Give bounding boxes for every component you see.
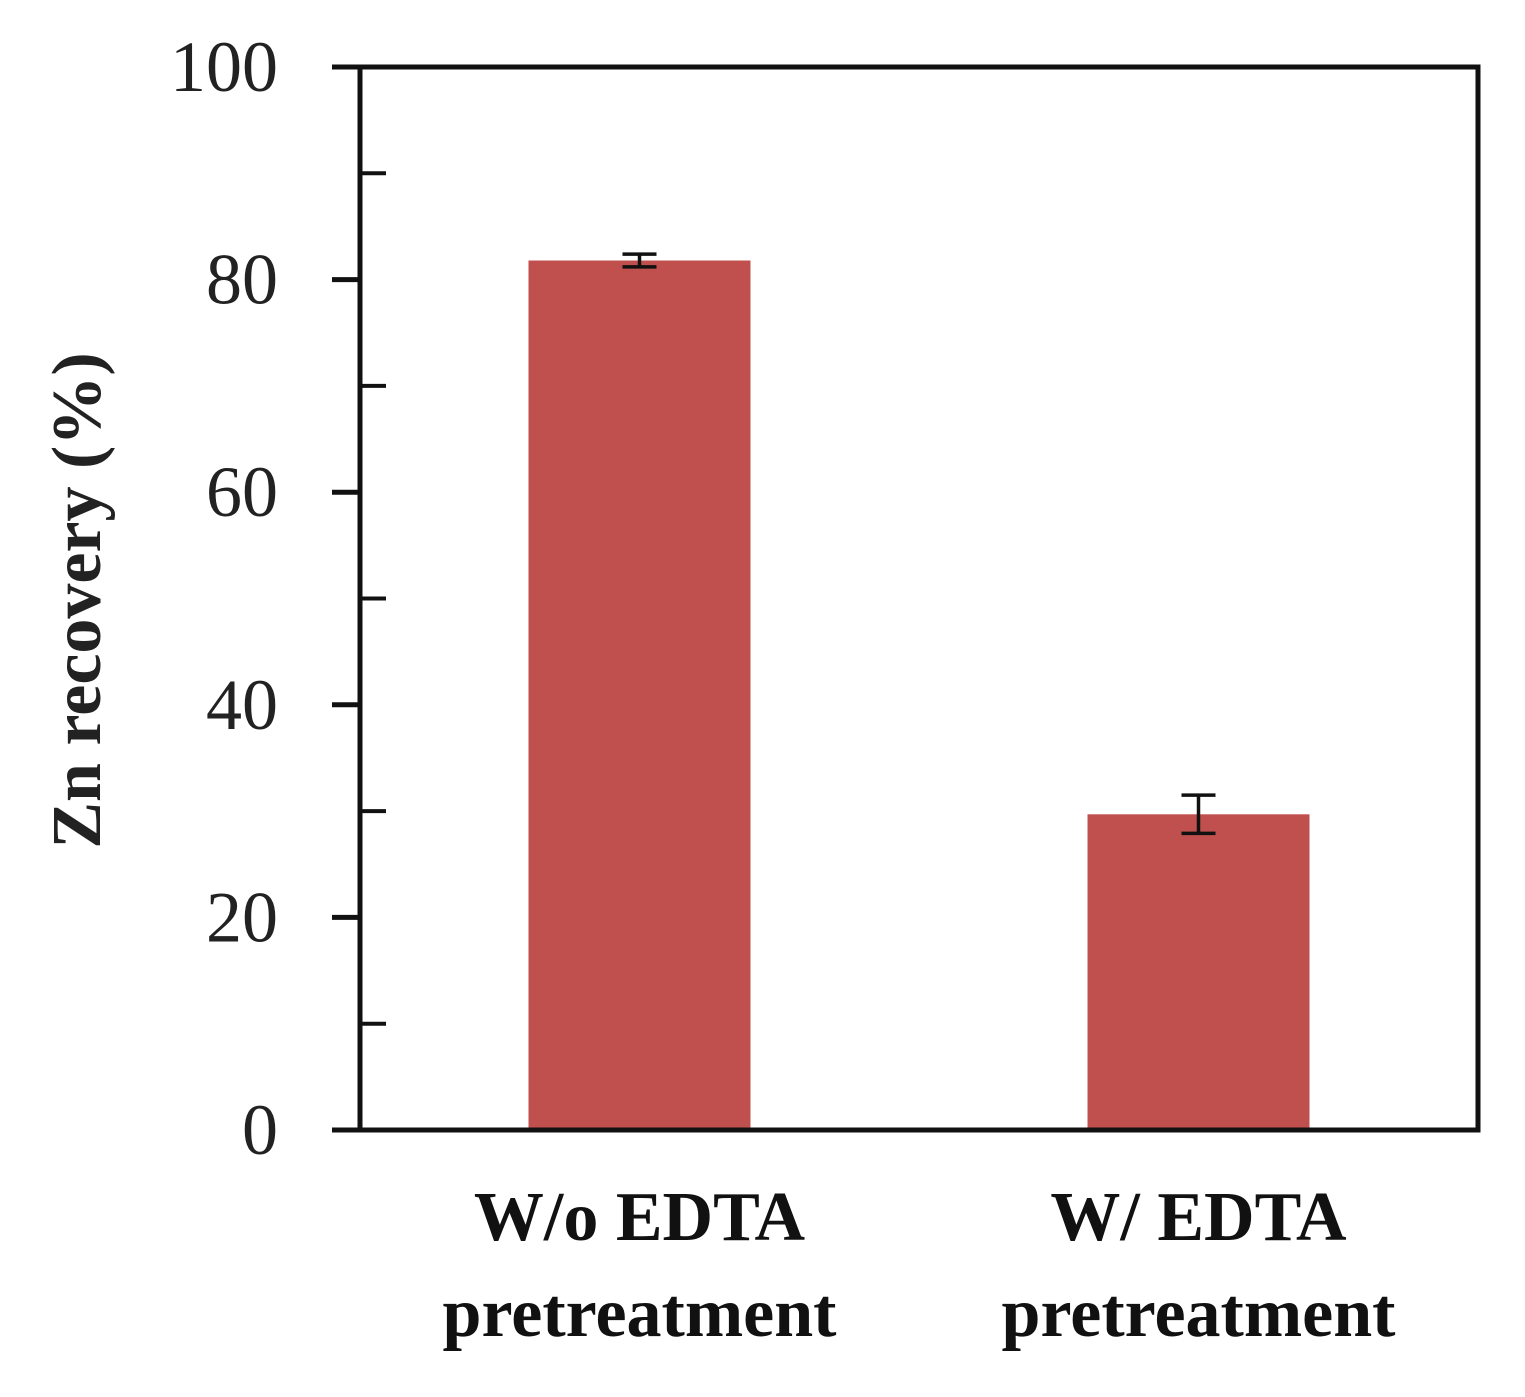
y-tick-label: 60 (206, 452, 278, 532)
bar-1 (528, 260, 751, 1130)
bar-2 (1087, 814, 1310, 1130)
axes-layer (332, 64, 1481, 1133)
x-category-label-line: W/o EDTA (474, 1179, 806, 1256)
y-tick-label: 0 (242, 1090, 278, 1170)
x-category-label-line: pretreatment (443, 1275, 837, 1352)
y-axis-title: Zn recovery (%) (39, 352, 116, 848)
error-bar-1 (622, 252, 657, 269)
y-tick-label: 100 (170, 27, 278, 107)
x-category-label-1: W/o EDTA pretreatment (443, 1179, 837, 1352)
y-tick-label: 20 (206, 877, 278, 957)
x-category-label-line: W/ EDTA (1050, 1179, 1347, 1256)
bars-layer (528, 252, 1310, 1130)
y-tick-label: 80 (206, 240, 278, 320)
labels-layer: 0 20 40 60 80 100 Zn recovery (%) W/o EDTA pretr… (39, 27, 1395, 1352)
y-tick-label: 40 (206, 665, 278, 745)
x-category-label-2: W/ EDTA pretreatment (1002, 1179, 1396, 1352)
error-bar-2 (1181, 793, 1216, 836)
x-category-label-line: pretreatment (1002, 1275, 1396, 1352)
plot-frame (357, 64, 1481, 1133)
